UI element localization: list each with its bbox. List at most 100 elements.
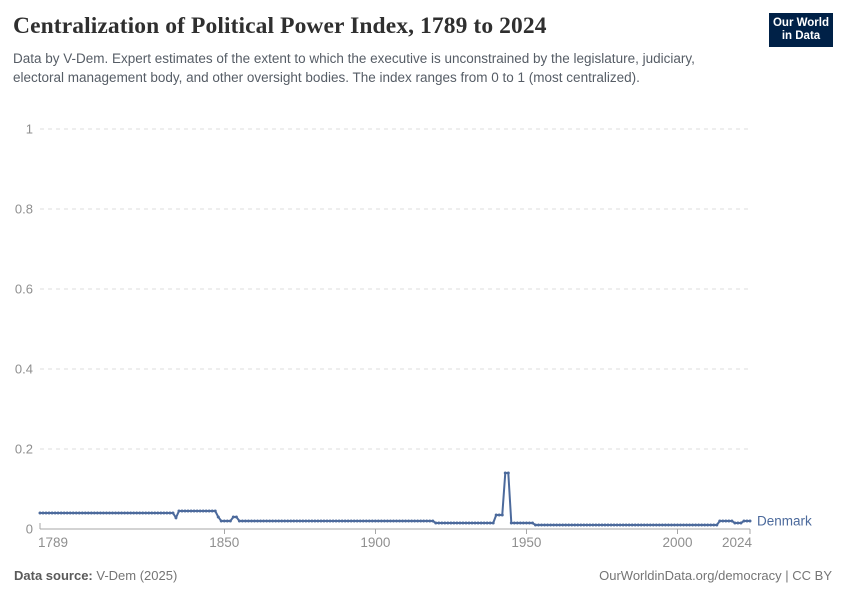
data-point [183,509,187,513]
data-point [503,471,507,475]
data-point [219,519,223,523]
x-axis-tick-label-2000: 2000 [662,535,692,550]
data-point [198,509,202,513]
data-point [434,521,438,525]
data-point [494,513,498,517]
data-point [334,519,338,523]
data-point [120,511,124,515]
data-point [135,511,139,515]
data-point [609,523,613,527]
data-point [651,523,655,527]
data-point [736,521,740,525]
x-axis-tick-label-1900: 1900 [360,535,390,550]
data-point [331,519,335,523]
data-point [225,519,229,523]
data-point [95,511,99,515]
data-point [265,519,269,523]
x-axis-tick-label-2024: 2024 [722,535,753,550]
data-point [367,519,371,523]
data-point [697,523,701,527]
data-point [292,519,296,523]
data-point [346,519,350,523]
data-point [703,523,707,527]
data-point [618,523,622,527]
data-point [240,519,244,523]
data-point [633,523,637,527]
data-point [527,521,531,525]
data-point [549,523,553,527]
data-point [645,523,649,527]
data-point [682,523,686,527]
data-point [86,511,90,515]
data-point [663,523,667,527]
data-point [437,521,441,525]
data-point [310,519,314,523]
data-point [168,511,172,515]
data-point [506,471,510,475]
data-point [552,523,556,527]
data-point [533,523,537,527]
data-point [600,523,604,527]
credit-link[interactable]: OurWorldinData.org/democracy | CC BY [599,568,832,583]
data-point [431,519,435,523]
data-point [561,523,565,527]
data-point [521,521,525,525]
x-axis-tick-label-1950: 1950 [511,535,541,550]
data-source-label: Data source: [14,568,93,583]
data-point [573,523,577,527]
data-point [603,523,607,527]
data-point [485,521,489,525]
data-point [597,523,601,527]
data-point [159,511,163,515]
y-axis-tick-label-1: 1 [26,122,33,137]
data-point [467,521,471,525]
data-point [304,519,308,523]
data-point [138,511,142,515]
data-point [509,521,513,525]
y-axis-tick-label-0.8: 0.8 [15,202,33,217]
data-point [210,509,214,513]
data-point [259,519,263,523]
data-point [322,519,326,523]
series-line-denmark[interactable] [38,471,752,527]
data-point [452,521,456,525]
data-point [213,509,217,513]
data-point [126,511,130,515]
data-point [117,511,121,515]
data-point [316,519,320,523]
data-point [162,511,166,515]
data-point [144,511,148,515]
data-point [404,519,408,523]
data-point [458,521,462,525]
owid-logo[interactable]: Our World in Data [769,13,833,51]
data-point [440,521,444,525]
data-point [461,521,465,525]
data-point [150,511,154,515]
y-axis-tick-label-0.4: 0.4 [15,362,33,377]
data-point [582,523,586,527]
data-point [349,519,353,523]
data-point [192,509,196,513]
data-point [376,519,380,523]
data-point [410,519,414,523]
data-point [425,519,429,523]
data-point [479,521,483,525]
data-point [606,523,610,527]
data-point [83,511,87,515]
data-point [416,519,420,523]
data-point [672,523,676,527]
data-point [733,521,737,525]
data-point [352,519,356,523]
data-point [286,519,290,523]
data-point [594,523,598,527]
data-point [615,523,619,527]
data-point [355,519,359,523]
data-point [249,519,253,523]
data-point [567,523,571,527]
data-point [325,519,329,523]
data-point [228,519,232,523]
entity-label-denmark[interactable]: Denmark [757,514,812,529]
denmark-line[interactable] [40,472,750,526]
